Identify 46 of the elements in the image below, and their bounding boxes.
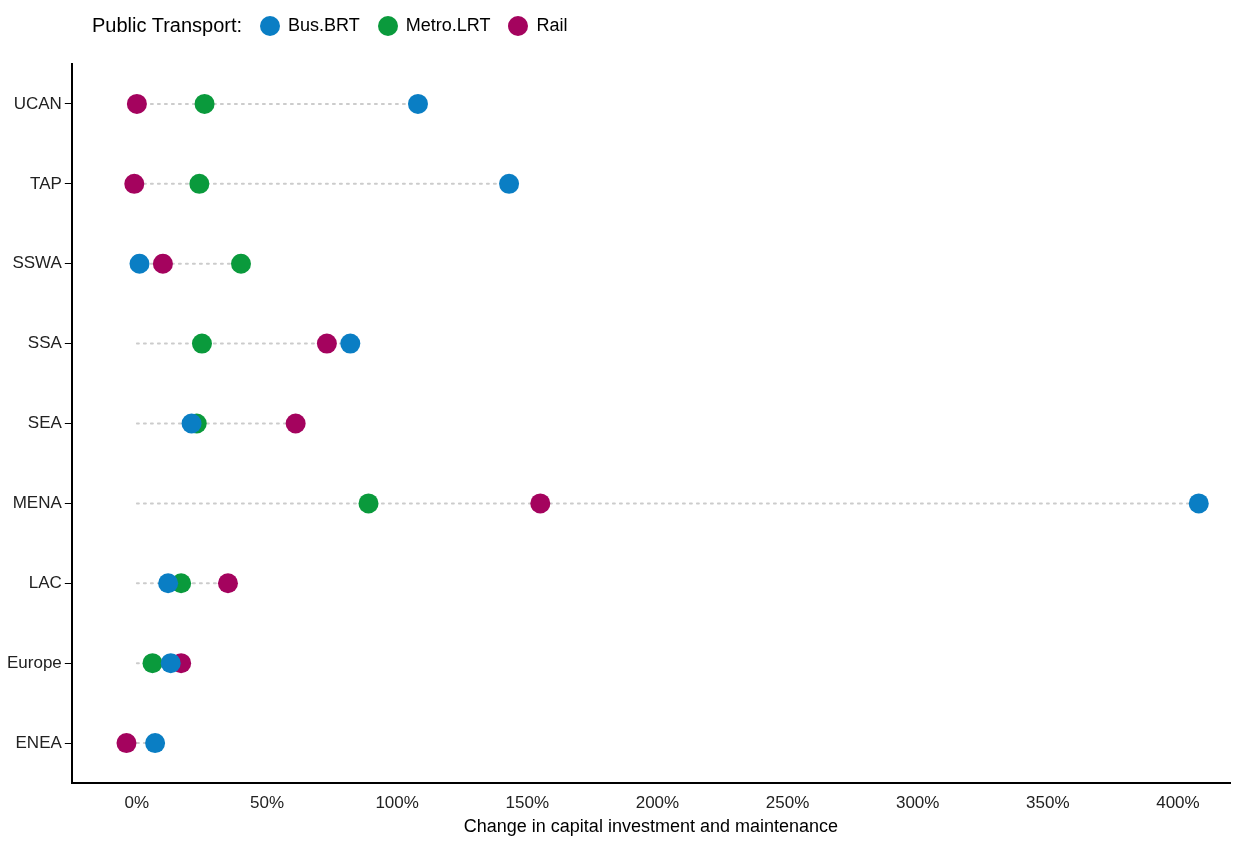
point: [1188, 493, 1209, 514]
y-tick-label: TAP: [30, 173, 62, 193]
x-tick-label: 200%: [635, 792, 680, 812]
point: [158, 573, 179, 594]
point: [316, 333, 337, 354]
point: [126, 93, 147, 114]
y-tick-label: MENA: [12, 493, 63, 513]
legend-label: Bus.BRT: [288, 15, 360, 36]
point: [358, 493, 379, 514]
point: [530, 493, 551, 514]
x-tick-label: 50%: [250, 792, 285, 812]
point: [152, 253, 173, 274]
legend-label: Rail: [536, 15, 568, 36]
point: [285, 413, 306, 434]
y-tick-label: ENEA: [15, 732, 63, 752]
point: [189, 173, 210, 194]
x-tick-label: 0%: [124, 792, 150, 812]
point: [230, 253, 251, 274]
x-axis-title: Change in capital investment and maintenance: [463, 816, 839, 837]
point: [145, 733, 166, 754]
point: [116, 733, 137, 754]
y-tick-label: SEA: [27, 413, 63, 433]
x-tick-label: 400%: [1156, 792, 1200, 812]
point: [124, 173, 145, 194]
point: [499, 173, 520, 194]
point: [340, 333, 361, 354]
y-tick-label: LAC: [28, 572, 62, 592]
legend-title: Public Transport:: [92, 14, 243, 37]
x-tick-label: 250%: [765, 792, 810, 812]
point: [217, 573, 238, 594]
point: [407, 93, 428, 114]
point: [160, 653, 181, 674]
y-tick-label: SSA: [27, 333, 63, 353]
point: [142, 653, 163, 674]
y-tick-label: SSWA: [12, 253, 63, 273]
x-tick-label: 350%: [1026, 792, 1070, 812]
y-tick-label: Europe: [6, 652, 62, 672]
point: [181, 413, 202, 434]
legend-label: Metro.LRT: [405, 15, 491, 36]
x-tick-label: 300%: [895, 792, 940, 812]
point: [129, 253, 150, 274]
point: [194, 93, 215, 114]
x-tick-label: 100%: [375, 792, 419, 812]
y-tick-label: UCAN: [13, 93, 62, 113]
x-tick-label: 150%: [505, 792, 550, 812]
point: [191, 333, 212, 354]
